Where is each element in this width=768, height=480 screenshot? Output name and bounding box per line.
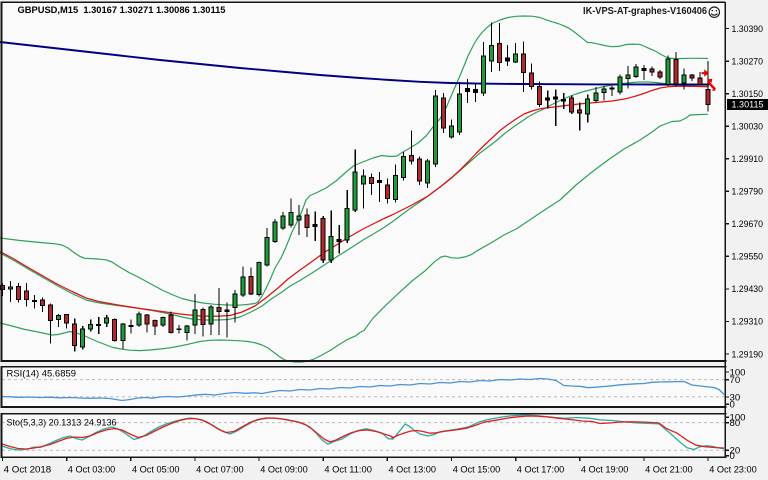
svg-text:100: 100 <box>730 367 746 378</box>
svg-text:0: 0 <box>730 451 735 462</box>
svg-text:100: 100 <box>730 413 746 424</box>
svg-text:4 Oct 05:00: 4 Oct 05:00 <box>132 463 180 474</box>
svg-text:RSI(14) 45.6859: RSI(14) 45.6859 <box>7 368 77 379</box>
svg-text:4 Oct 17:00: 4 Oct 17:00 <box>517 463 565 474</box>
svg-text:4 Oct 03:00: 4 Oct 03:00 <box>68 463 116 474</box>
svg-text:4 Oct 09:00: 4 Oct 09:00 <box>260 463 308 474</box>
svg-text:4 Oct 13:00: 4 Oct 13:00 <box>389 463 437 474</box>
svg-text:4 Oct 11:00: 4 Oct 11:00 <box>324 463 372 474</box>
svg-text:4 Oct 23:00: 4 Oct 23:00 <box>709 463 757 474</box>
svg-text:1.29190: 1.29190 <box>732 349 764 359</box>
svg-text:1.30390: 1.30390 <box>732 24 764 34</box>
svg-text:1.29910: 1.29910 <box>732 154 764 164</box>
svg-text:4 Oct 2018: 4 Oct 2018 <box>4 463 52 474</box>
svg-text:IK-VPS-AT-graphes-V160406: IK-VPS-AT-graphes-V160406 <box>583 6 707 17</box>
svg-text:4 Oct 15:00: 4 Oct 15:00 <box>453 463 501 474</box>
svg-text:70: 70 <box>730 375 741 386</box>
svg-text:1.29550: 1.29550 <box>732 252 764 262</box>
svg-text:Sto(5,3,3) 20.1313 24.9136: Sto(5,3,3) 20.1313 24.9136 <box>7 417 117 428</box>
svg-text:1.30150: 1.30150 <box>732 89 764 99</box>
svg-text:GBPUSD,M15 1.30167 1.30271 1.: GBPUSD,M15 1.30167 1.30271 1.30086 1.301… <box>18 5 227 16</box>
svg-text:30: 30 <box>730 392 741 403</box>
svg-text:1.30115: 1.30115 <box>732 100 764 110</box>
svg-text:80: 80 <box>730 418 741 429</box>
svg-text:20: 20 <box>730 446 741 457</box>
svg-text:4 Oct 21:00: 4 Oct 21:00 <box>645 463 693 474</box>
svg-text:4 Oct 07:00: 4 Oct 07:00 <box>196 463 244 474</box>
svg-text:1.29430: 1.29430 <box>732 284 764 294</box>
svg-text:1.29310: 1.29310 <box>732 317 764 327</box>
svg-text:4 Oct 19:00: 4 Oct 19:00 <box>581 463 629 474</box>
svg-text:1.29670: 1.29670 <box>732 219 764 229</box>
svg-text:1.30030: 1.30030 <box>732 122 764 132</box>
svg-text:1.30270: 1.30270 <box>732 56 764 66</box>
svg-text:1.29790: 1.29790 <box>732 187 764 197</box>
svg-text:0: 0 <box>730 400 735 411</box>
